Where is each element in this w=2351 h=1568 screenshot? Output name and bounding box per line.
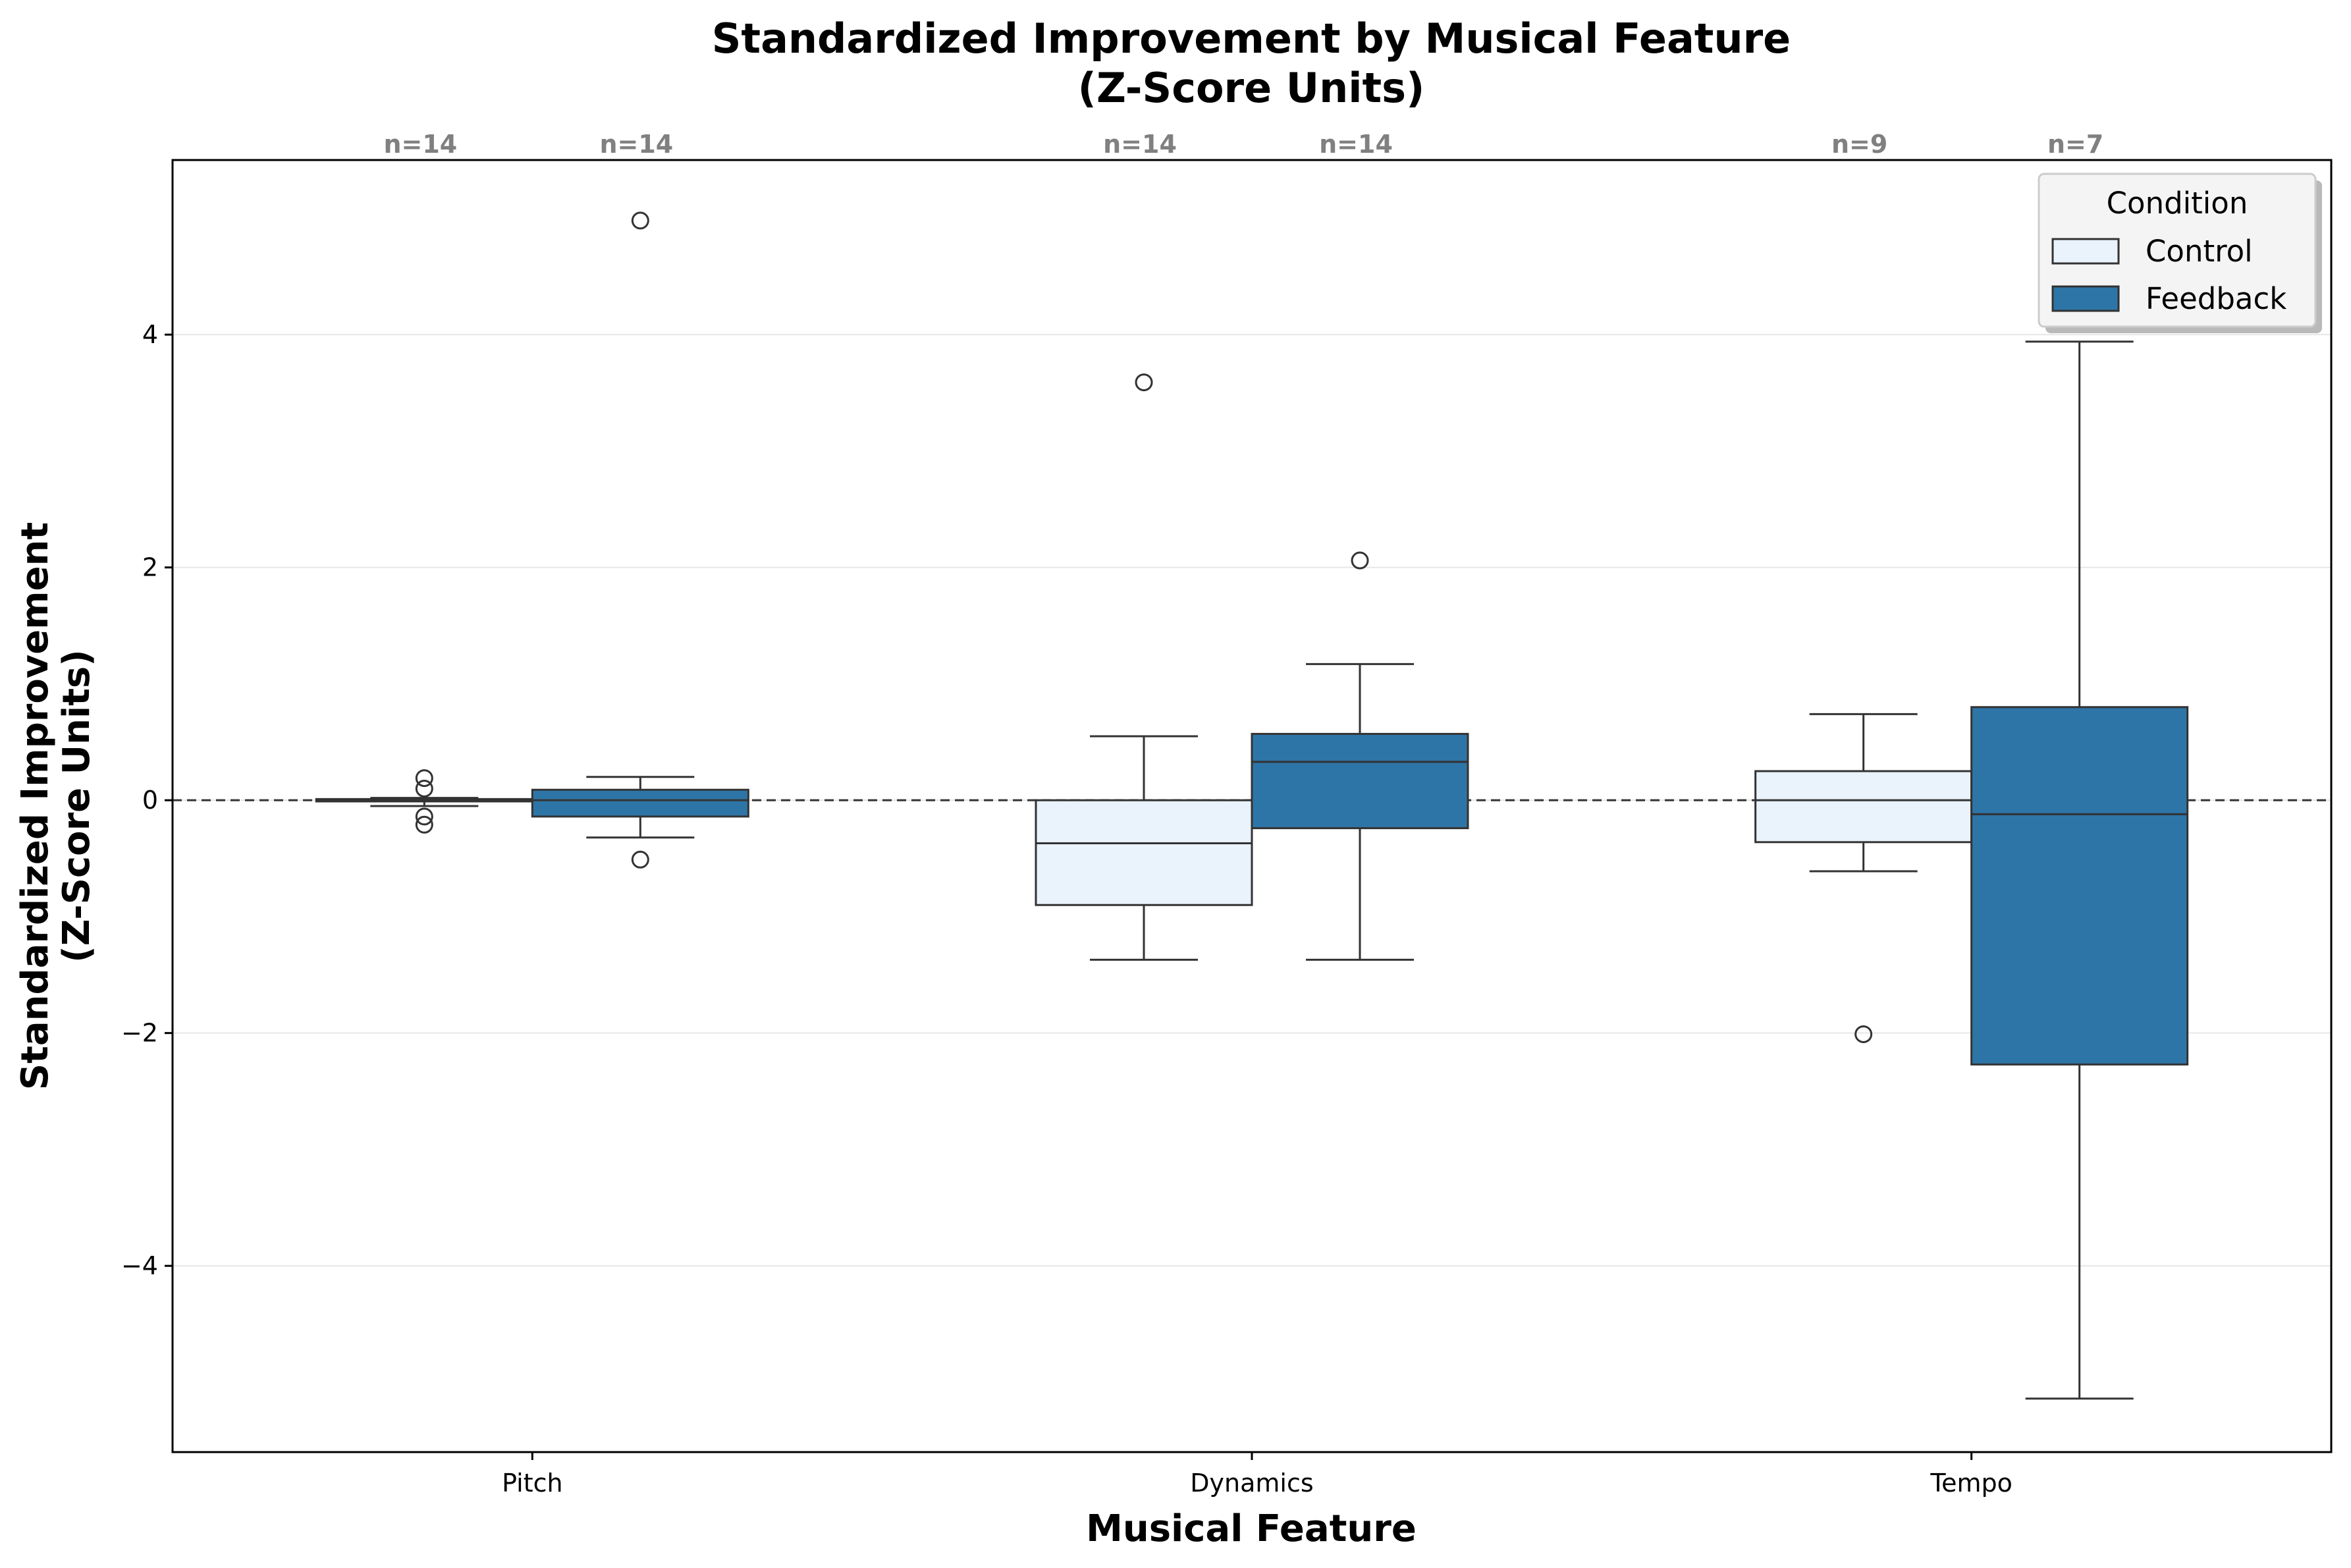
- chart-title-line1: Standardized Improvement by Musical Feat…: [712, 14, 1791, 63]
- sample-size-labels: n=14 n=14 n=9 n=14 n=14 n=7: [383, 130, 2103, 159]
- y-tick-label: 4: [142, 320, 158, 349]
- x-tick-label: Dynamics: [1190, 1469, 1313, 1498]
- outlier-point: [415, 807, 433, 826]
- y-tick-label: −4: [121, 1251, 158, 1280]
- outlier-point: [415, 769, 433, 788]
- y-axis-label-line1: Standardized Improvement: [14, 522, 57, 1091]
- y-tick-label: −2: [121, 1019, 158, 1048]
- y-tick-label: 0: [142, 786, 158, 815]
- box-iqr: [531, 788, 749, 818]
- legend-title: Condition: [2107, 186, 2248, 221]
- outlier-point: [415, 815, 433, 834]
- legend: Condition Control Feedback: [2038, 173, 2322, 333]
- outlier-point: [1854, 1025, 1873, 1043]
- outlier-point: [631, 850, 649, 869]
- x-tick-label: Tempo: [1930, 1469, 2013, 1498]
- y-tick-label: 2: [142, 553, 158, 582]
- box-feedback-tempo: [1970, 340, 2189, 1400]
- box-iqr: [1754, 770, 1973, 844]
- n-label: n=9: [1831, 130, 1887, 159]
- box-feedback-pitch: [531, 211, 749, 869]
- outlier-point: [415, 779, 433, 798]
- legend-label-feedback: Feedback: [2146, 281, 2286, 316]
- chart-title-line2: (Z-Score Units): [1078, 64, 1425, 112]
- n-label: n=14: [599, 130, 673, 159]
- n-label: n=14: [383, 130, 457, 159]
- n-label: n=7: [2047, 130, 2103, 159]
- legend-swatch-control: [2051, 238, 2120, 265]
- x-axis-ticks: Pitch Dynamics Tempo: [502, 1452, 2013, 1498]
- box-control-dynamics: [1035, 373, 1253, 961]
- x-axis-label: Musical Feature: [1086, 1507, 1417, 1550]
- box-iqr: [1251, 732, 1469, 830]
- n-label: n=14: [1103, 130, 1177, 159]
- box-feedback-dynamics: [1251, 551, 1469, 961]
- outlier-point: [631, 211, 649, 230]
- box-iqr: [1970, 706, 2189, 1066]
- outlier-point: [1351, 551, 1369, 570]
- boxes: [315, 211, 2189, 1400]
- legend-label-control: Control: [2146, 234, 2253, 269]
- y-axis-ticks: −4 −2 0 2 4: [121, 320, 173, 1280]
- y-axis-label-line2: (Z-Score Units): [55, 649, 98, 963]
- legend-swatch-feedback: [2051, 285, 2120, 312]
- x-tick-label: Pitch: [502, 1469, 563, 1498]
- n-label: n=14: [1319, 130, 1393, 159]
- outlier-point: [1135, 373, 1153, 392]
- box-iqr: [1035, 799, 1253, 906]
